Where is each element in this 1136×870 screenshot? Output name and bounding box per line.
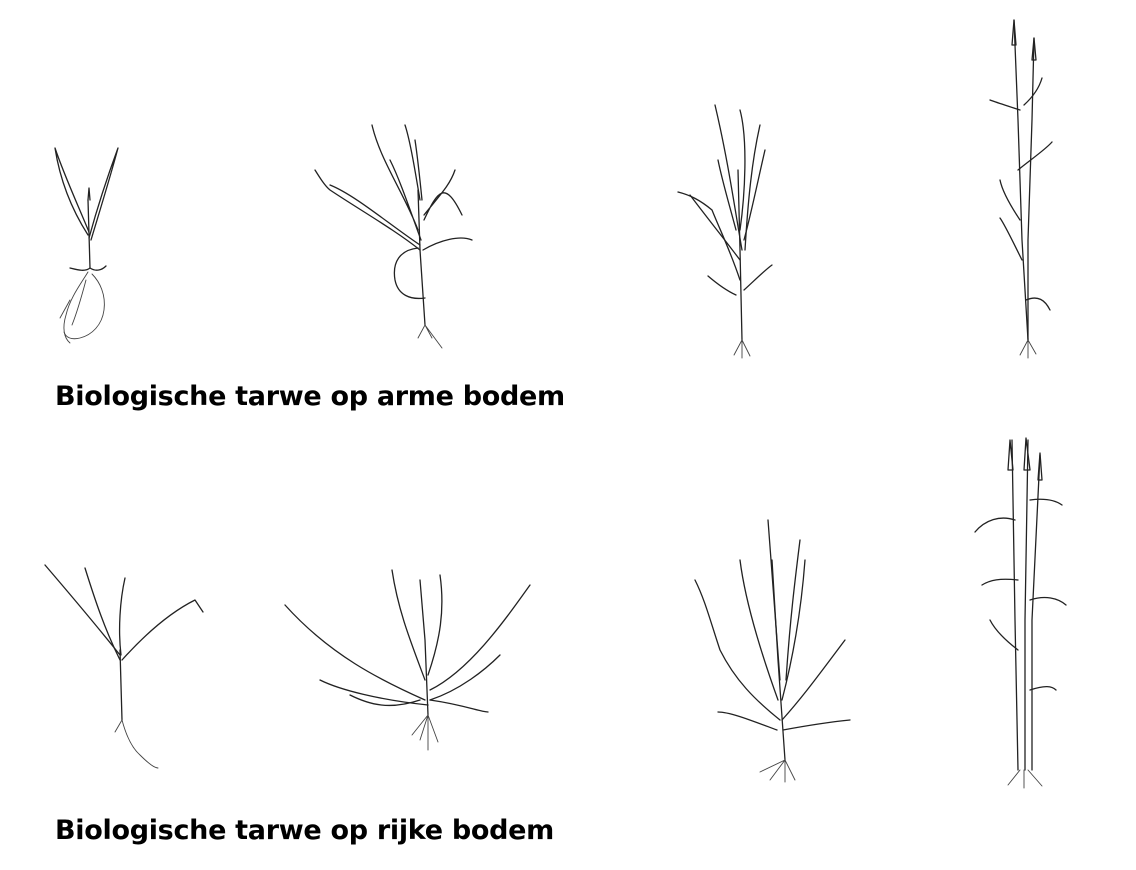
plant-rich-stage-4: [974, 437, 1067, 789]
plant-rich-stage-3: [694, 519, 851, 783]
caption-poor-soil: Biologische tarwe op arme bodem: [55, 381, 565, 412]
caption-rich-soil: Biologische tarwe op rijke bodem: [55, 815, 554, 846]
plant-poor-stage-1: [54, 147, 119, 344]
plant-poor-stage-2: [314, 124, 473, 349]
plant-poor-stage-4: [989, 19, 1053, 359]
plant-rich-stage-2: [284, 569, 531, 751]
plant-poor-stage-3: [677, 104, 773, 359]
plant-rich-stage-1: [44, 564, 204, 769]
